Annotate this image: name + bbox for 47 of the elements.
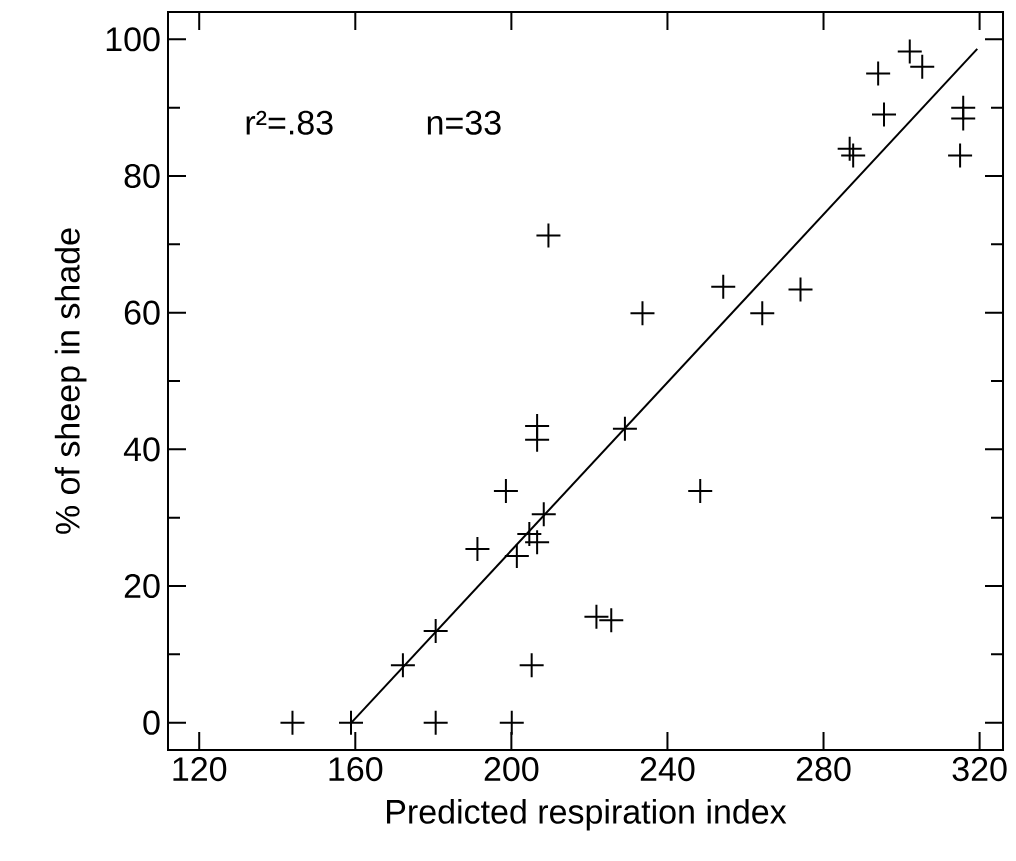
point [837, 136, 862, 161]
point [630, 301, 655, 326]
x-tick-label: 320 [952, 757, 1007, 782]
point [897, 39, 922, 64]
y-axis-title: % of sheep in shade [54, 228, 87, 534]
point [866, 61, 891, 86]
y-tick-label: 40 [123, 437, 160, 462]
x-tick-label: 240 [640, 757, 695, 782]
point [525, 530, 550, 555]
point [841, 143, 866, 168]
point [493, 479, 518, 504]
x-tick-label: 120 [173, 757, 227, 782]
point [711, 274, 736, 299]
point [517, 522, 542, 547]
point [519, 653, 544, 678]
x-axis-title: Predicted respiration index [387, 798, 787, 831]
y-tick-label: 100 [106, 27, 160, 52]
point [599, 608, 624, 633]
point [339, 710, 364, 735]
point [504, 543, 529, 568]
point [750, 301, 775, 326]
point [280, 710, 305, 735]
point [390, 653, 415, 678]
y-tick-label: 0 [143, 710, 160, 735]
x-tick-label: 160 [329, 757, 383, 782]
x-tick-label: 200 [484, 757, 539, 782]
point [910, 54, 935, 79]
y-tick-label: 60 [124, 300, 160, 325]
annotation: n=33 [427, 110, 501, 135]
point [788, 277, 813, 302]
point [499, 710, 524, 735]
point [948, 143, 973, 168]
point [951, 106, 976, 131]
y-tick-label: 80 [124, 163, 160, 189]
point [423, 619, 448, 644]
point [612, 416, 637, 441]
x-tick-label: 280 [796, 757, 851, 782]
point [423, 710, 448, 735]
point [531, 502, 556, 527]
point [688, 479, 713, 504]
point [872, 102, 897, 127]
point [584, 604, 609, 629]
point [536, 223, 561, 248]
annotation: r²=.83 [246, 110, 333, 135]
y-tick-label: 20 [124, 573, 160, 599]
point [525, 427, 550, 452]
point [465, 537, 490, 562]
